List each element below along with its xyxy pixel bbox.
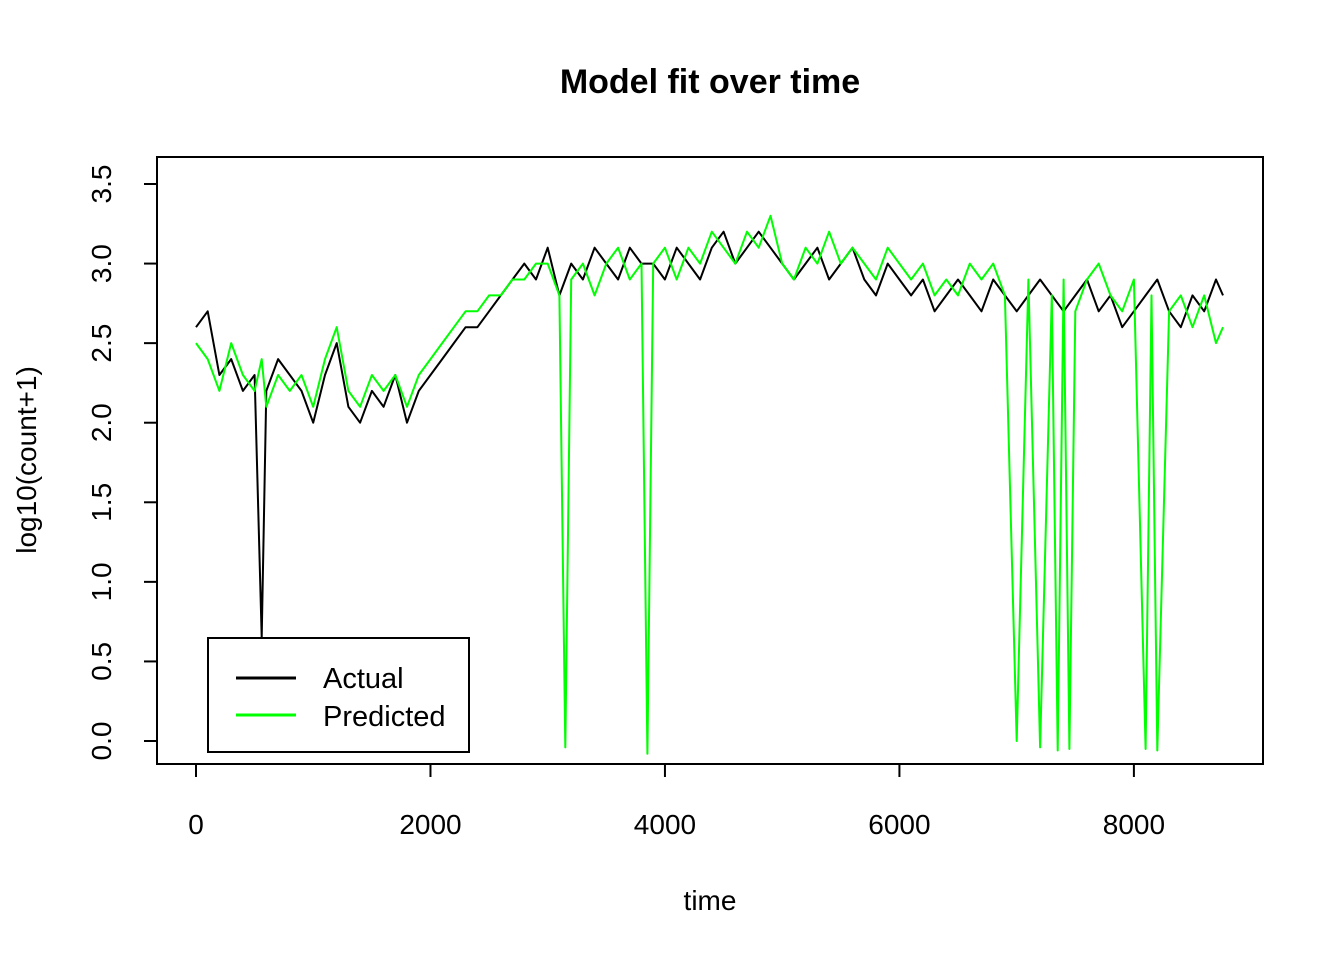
- y-tick-label: 1.5: [86, 483, 117, 522]
- legend-label-predicted: Predicted: [323, 701, 446, 733]
- x-tick-label: 4000: [634, 809, 696, 840]
- x-axis-label: time: [684, 885, 737, 916]
- y-tick-label: 0.5: [86, 642, 117, 681]
- x-tick-label: 2000: [399, 809, 461, 840]
- y-tick-label: 3.0: [86, 244, 117, 283]
- x-axis: 0 2000 4000 6000 8000: [188, 763, 1165, 840]
- series-layer: [195, 214, 1224, 755]
- y-tick-label: 1.0: [86, 562, 117, 601]
- x-tick-label: 0: [188, 809, 204, 840]
- y-tick-label: 2.0: [86, 403, 117, 442]
- series-line-actual: [195, 230, 1224, 639]
- y-tick-label: 2.5: [86, 324, 117, 363]
- y-axis: 0.0 0.5 1.0 1.5 2.0 2.5 3.0 3.5: [86, 165, 158, 761]
- y-tick-label: 3.5: [86, 165, 117, 204]
- chart-title: Model fit over time: [560, 63, 860, 101]
- y-axis-label: log10(count+1): [11, 366, 42, 554]
- x-tick-label: 8000: [1103, 809, 1165, 840]
- legend-box: [207, 637, 470, 753]
- x-tick-label: 6000: [868, 809, 930, 840]
- legend-label-actual: Actual: [323, 663, 404, 695]
- series-line-predicted: [195, 214, 1224, 755]
- legend: Actual Predicted: [207, 637, 470, 753]
- y-tick-label: 0.0: [86, 722, 117, 761]
